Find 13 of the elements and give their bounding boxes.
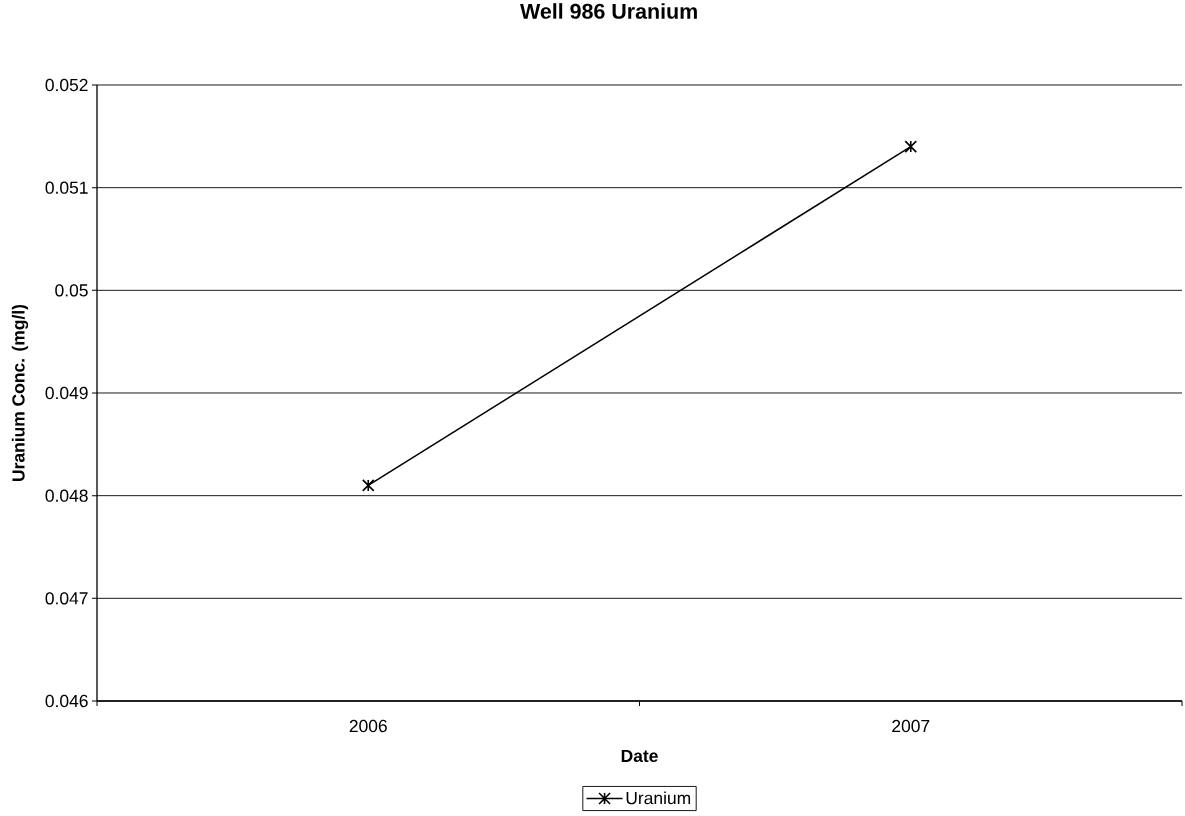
y-tick-label: 0.05 (55, 284, 88, 297)
y-tick-label: 0.047 (45, 592, 88, 605)
x-tick-label: 2006 (349, 719, 387, 733)
x-axis-title: Date (621, 749, 658, 763)
y-tick-label: 0.052 (45, 78, 88, 92)
y-axis-title: Uranium Conc. (mg/l) (11, 304, 29, 481)
chart-title: Well 986 Uranium (520, 3, 697, 19)
legend-label: Uranium (626, 791, 691, 805)
x-tick-label: 2007 (892, 719, 930, 733)
y-tick-label: 0.048 (45, 489, 88, 502)
y-tick-label: 0.046 (45, 694, 88, 708)
y-tick-label: 0.051 (45, 181, 88, 194)
y-tick-label: 0.049 (45, 386, 88, 400)
